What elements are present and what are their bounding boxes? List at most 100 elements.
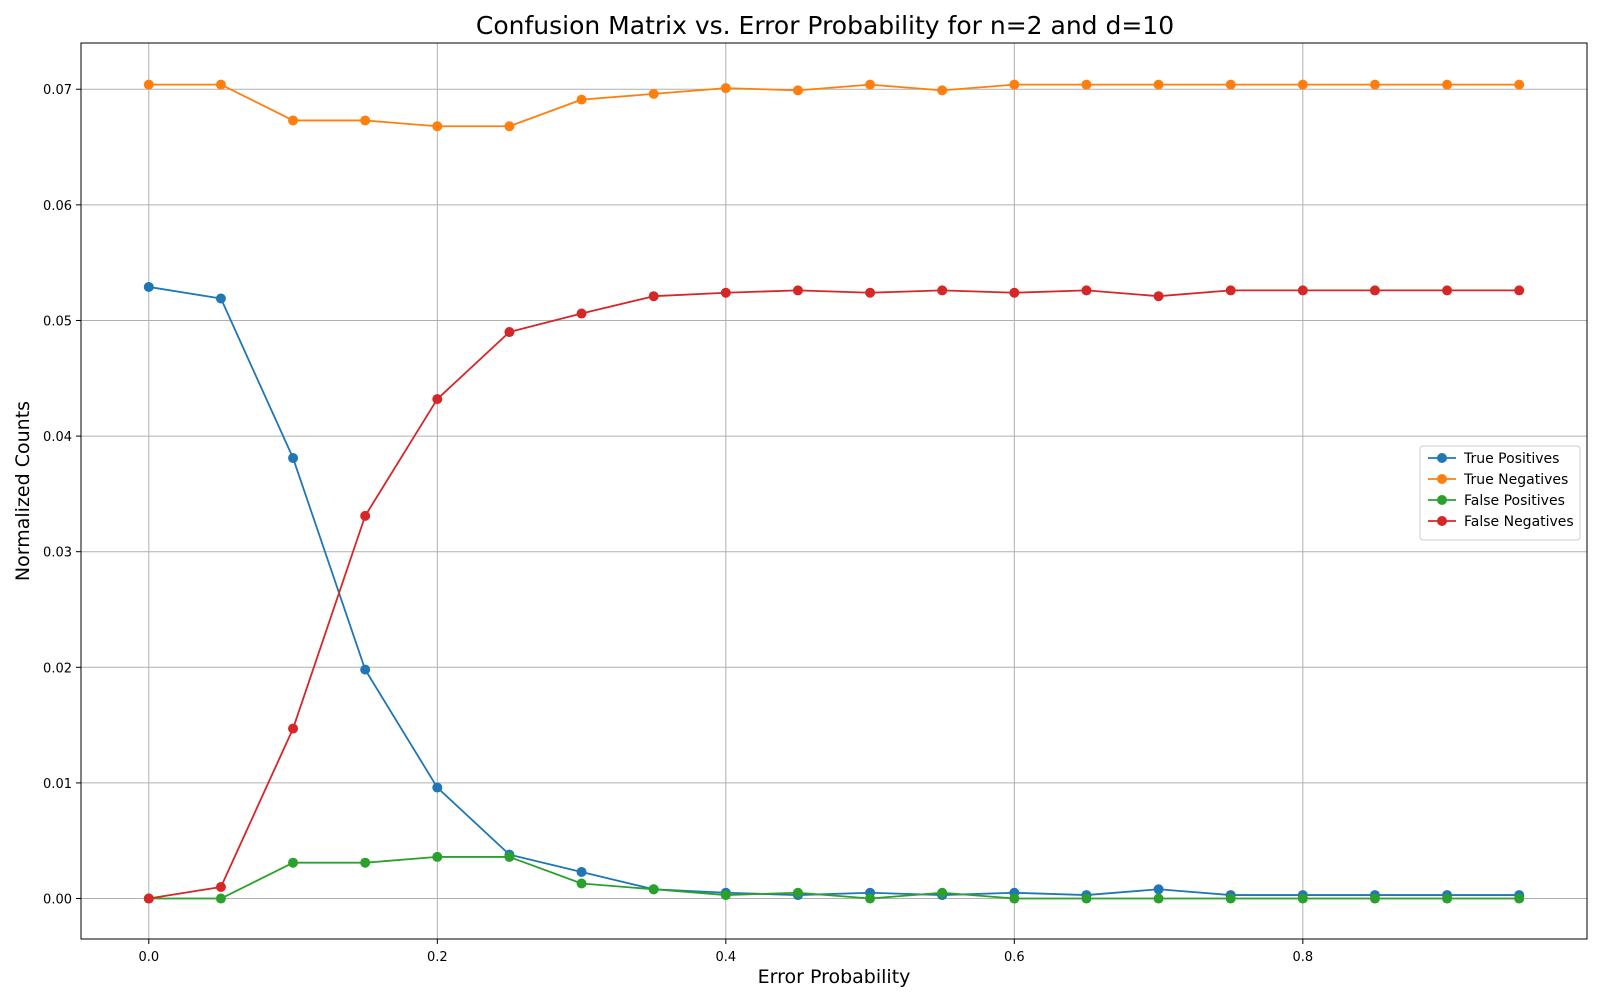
data-point-false-negatives [1009,287,1020,298]
data-point-false-positives [1009,893,1020,904]
data-point-true-negatives [937,85,948,96]
data-point-true-negatives [1369,79,1380,90]
data-point-false-negatives [576,308,587,319]
data-point-true-negatives [1153,79,1164,90]
x-tick-label: 0.4 [715,950,736,965]
data-point-true-negatives [1225,79,1236,90]
data-point-true-positives [143,281,154,292]
data-point-true-negatives [215,79,226,90]
y-tick-label: 0.06 [43,199,72,214]
data-point-true-negatives [1081,79,1092,90]
data-point-false-negatives [504,327,515,338]
legend-swatch-marker [1437,495,1447,505]
data-point-true-positives [576,866,587,877]
data-point-false-positives [432,851,443,862]
legend-swatch-marker [1437,453,1447,463]
data-point-false-positives [215,893,226,904]
legend-item: False Negatives [1428,514,1574,530]
grid-layer [81,43,1587,939]
series-line-false-negatives [148,289,1520,900]
data-point-false-negatives [360,510,371,521]
data-point-true-negatives [1442,79,1453,90]
data-point-true-positives [215,293,226,304]
legend-swatch-marker [1437,474,1447,484]
data-point-true-negatives [1009,79,1020,90]
data-point-true-negatives [143,79,154,90]
y-tick-label: 0.01 [43,777,72,792]
series-layer [143,79,1525,904]
x-tick-label: 0.2 [427,950,448,965]
y-tick-label: 0.04 [43,430,72,445]
data-point-true-negatives [865,79,876,90]
data-point-false-positives [792,887,803,898]
data-point-false-negatives [1081,285,1092,296]
legend-box [1419,445,1581,541]
data-point-true-negatives [1514,79,1525,90]
data-point-false-negatives [1442,285,1453,296]
data-point-false-negatives [792,285,803,296]
data-point-false-negatives [288,723,299,734]
data-point-true-positives [432,782,443,793]
data-point-false-positives [1369,893,1380,904]
data-point-false-positives [1153,893,1164,904]
data-point-true-negatives [432,121,443,132]
legend-label: False Positives [1464,493,1565,509]
data-point-false-negatives [143,893,154,904]
data-point-false-negatives [937,285,948,296]
y-tick-label: 0.02 [43,661,72,676]
data-point-true-negatives [1297,79,1308,90]
x-tick-label: 0.8 [1292,950,1313,965]
series-line-false-positives [148,856,1520,900]
data-point-false-negatives [1153,291,1164,302]
data-point-false-negatives [1297,285,1308,296]
data-point-true-positives [1153,884,1164,895]
series-true-positives [143,281,1525,901]
data-point-true-positives [288,453,299,464]
data-point-false-positives [288,857,299,868]
data-point-false-positives [720,890,731,901]
series-line-true-negatives [148,83,1520,128]
data-point-true-negatives [792,85,803,96]
legend-label: True Positives [1463,451,1559,467]
data-point-false-positives [937,887,948,898]
data-point-false-negatives [1369,285,1380,296]
legend-item: True Positives [1428,451,1559,467]
data-point-false-positives [865,893,876,904]
data-point-false-negatives [432,394,443,405]
legend-label: True Negatives [1463,472,1568,488]
data-point-false-negatives [648,291,659,302]
y-tick-label: 0.07 [43,83,72,98]
data-point-true-positives [360,664,371,675]
data-point-true-negatives [720,83,731,94]
data-point-false-negatives [1225,285,1236,296]
legend-label: False Negatives [1464,514,1574,530]
data-point-false-positives [1297,893,1308,904]
data-point-false-positives [576,878,587,889]
y-tick-label: 0.05 [43,314,72,329]
data-point-false-positives [1081,893,1092,904]
data-point-false-positives [648,884,659,895]
x-axis-label: Error Probability [758,966,911,988]
data-point-false-negatives [1514,285,1525,296]
legend-swatch-marker [1437,516,1447,526]
y-tick-label: 0.03 [43,546,72,561]
series-false-positives [143,851,1525,904]
legend-item: True Negatives [1428,472,1568,488]
series-line-true-positives [148,286,1520,896]
data-point-false-negatives [215,881,226,892]
data-point-true-negatives [504,121,515,132]
data-point-false-positives [1442,893,1453,904]
x-tick-label: 0.6 [1004,950,1025,965]
series-false-negatives [143,285,1525,904]
tick-layer: 0.0 0.2 0.4 0.6 0.8 0.00 0.01 0.02 0.03 0.04 0.05 0… [43,83,1313,965]
y-axis-label: Normalized Counts [12,401,34,581]
data-point-false-positives [1225,893,1236,904]
legend-item: False Positives [1428,493,1565,509]
x-tick-label: 0.0 [138,950,159,965]
data-point-false-positives [504,851,515,862]
data-point-false-negatives [720,287,731,298]
data-point-true-negatives [360,115,371,126]
legend: True Positives True Negatives False Positi… [1419,445,1581,541]
